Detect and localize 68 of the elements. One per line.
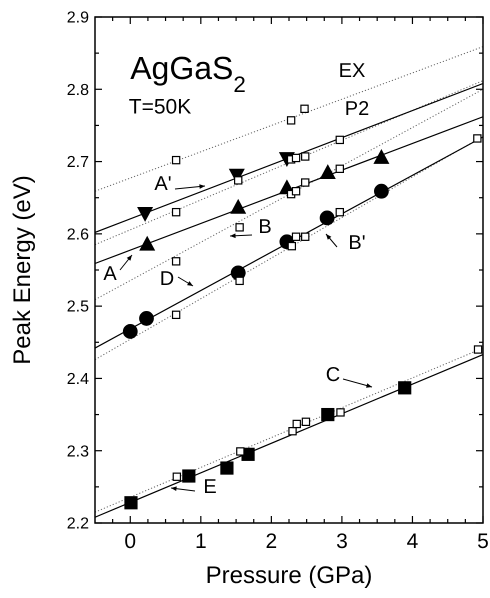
point bbox=[139, 311, 154, 326]
point bbox=[300, 104, 309, 114]
point bbox=[182, 469, 196, 483]
point bbox=[220, 461, 234, 475]
y-tick-label: 2.7 bbox=[66, 154, 90, 172]
annotation: EX bbox=[338, 60, 366, 82]
point bbox=[301, 178, 310, 187]
y-tick-label: 2.4 bbox=[66, 371, 90, 388]
annotation: A bbox=[103, 263, 118, 285]
x-tick-label: 4 bbox=[406, 530, 419, 553]
point bbox=[288, 242, 296, 250]
point bbox=[172, 208, 180, 216]
y-tick-label: 2.2 bbox=[66, 516, 90, 533]
point bbox=[172, 257, 180, 266]
point bbox=[286, 116, 296, 125]
annotation: D bbox=[160, 268, 174, 290]
point bbox=[235, 223, 244, 232]
annotation: AgGaS$_{2}$ bbox=[130, 50, 246, 97]
point bbox=[122, 324, 138, 339]
point bbox=[172, 156, 180, 164]
point bbox=[292, 154, 300, 162]
y-tick-label: 2.5 bbox=[66, 298, 90, 316]
annotation: A' bbox=[154, 173, 172, 195]
point bbox=[320, 164, 336, 180]
point bbox=[336, 164, 344, 173]
annotation: E bbox=[203, 476, 217, 498]
point bbox=[302, 418, 310, 426]
y-tick-label: 2.9 bbox=[66, 10, 90, 27]
point bbox=[172, 472, 182, 481]
x-tick-label: 2 bbox=[266, 530, 278, 553]
y-tick-label: 2.3 bbox=[66, 443, 90, 460]
annotation: T=50K bbox=[128, 95, 192, 118]
point bbox=[288, 426, 297, 436]
x-tick-label: 1 bbox=[194, 530, 207, 553]
point bbox=[234, 176, 242, 185]
annotation: P2 bbox=[344, 98, 370, 120]
point bbox=[236, 447, 245, 456]
point bbox=[321, 408, 334, 422]
x-tick-label: 5 bbox=[477, 530, 489, 553]
point bbox=[320, 210, 334, 226]
point bbox=[140, 236, 155, 251]
x-axis-title: Pressure (GPa) bbox=[206, 562, 372, 589]
annotation: B bbox=[258, 216, 272, 238]
y-tick-label: 2.8 bbox=[66, 82, 90, 99]
y-axis-title: Peak Energy (eV) bbox=[9, 175, 36, 365]
point bbox=[374, 184, 389, 199]
point bbox=[473, 134, 482, 143]
annotation: B' bbox=[348, 232, 366, 254]
point bbox=[474, 345, 482, 354]
point bbox=[292, 232, 300, 241]
x-tick-label: 0 bbox=[124, 530, 136, 553]
x-tick-label: 3 bbox=[336, 530, 348, 553]
point bbox=[374, 150, 390, 164]
point bbox=[172, 310, 180, 320]
point bbox=[336, 408, 345, 417]
point bbox=[137, 207, 153, 222]
point bbox=[301, 232, 310, 241]
point bbox=[292, 420, 301, 428]
point bbox=[230, 200, 246, 214]
y-tick-label: 2.6 bbox=[66, 226, 90, 244]
point bbox=[235, 276, 244, 286]
point bbox=[336, 208, 344, 216]
annotation: C bbox=[326, 364, 340, 386]
point bbox=[398, 381, 412, 394]
point bbox=[336, 136, 344, 144]
point bbox=[301, 152, 310, 161]
point bbox=[124, 496, 138, 510]
point bbox=[292, 187, 300, 196]
